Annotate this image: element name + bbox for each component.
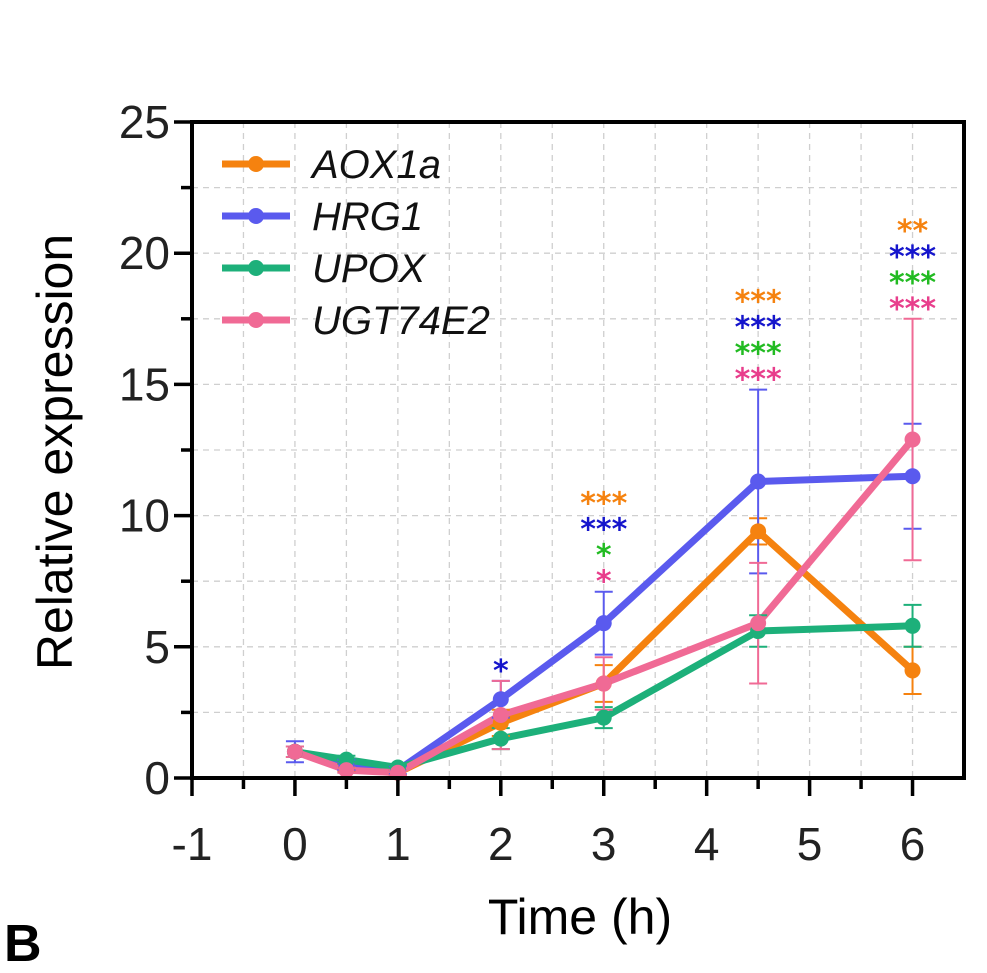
significance-star: *** <box>580 513 627 548</box>
x-tick-label: 2 <box>488 818 514 870</box>
y-tick-label: 25 <box>119 96 170 148</box>
y-axis-label: Relative expression <box>27 234 83 670</box>
legend-label-UPOX: UPOX <box>312 247 427 291</box>
legend-marker-UPOX <box>248 260 264 276</box>
x-tick-label: 0 <box>282 818 308 870</box>
y-tick-label: 0 <box>144 752 170 804</box>
data-point-HRG1 <box>750 473 767 490</box>
significance-star: *** <box>889 240 936 275</box>
x-tick-label: 3 <box>591 818 617 870</box>
x-tick-label: 5 <box>797 818 823 870</box>
data-point-UPOX <box>595 709 612 726</box>
legend-label-HRG1: HRG1 <box>312 195 423 239</box>
x-tick-label: 1 <box>385 818 411 870</box>
data-point-AOX1a <box>750 523 767 540</box>
data-point-UGT74E2 <box>338 762 355 779</box>
legend-marker-AOX1a <box>248 156 264 172</box>
significance-star: * <box>596 565 612 600</box>
data-point-UGT74E2 <box>492 707 509 724</box>
significance-star: * <box>596 539 612 574</box>
significance-star: *** <box>735 363 782 398</box>
y-tick-label: 15 <box>119 358 170 410</box>
significance-star: *** <box>735 337 782 372</box>
data-point-UPOX <box>492 730 509 747</box>
data-point-UGT74E2 <box>750 615 767 632</box>
x-tick-label: 6 <box>900 818 926 870</box>
significance-star: *** <box>735 311 782 346</box>
legend-label-AOX1a: AOX1a <box>310 143 441 187</box>
x-axis-label: Time (h) <box>488 889 672 945</box>
data-point-UPOX <box>904 617 921 634</box>
significance-star: *** <box>889 292 936 327</box>
data-point-HRG1 <box>595 615 612 632</box>
y-tick-label: 5 <box>144 621 170 673</box>
significance-star: * <box>493 654 509 689</box>
legend-label-UGT74E2: UGT74E2 <box>312 299 490 343</box>
legend: AOX1a HRG1 UPOX UGT74E2 <box>222 143 490 343</box>
data-point-HRG1 <box>904 468 921 485</box>
data-point-UGT74E2 <box>286 743 303 760</box>
significance-star: ** <box>897 214 929 249</box>
y-tick-label: 10 <box>119 490 170 542</box>
data-point-AOX1a <box>904 662 921 679</box>
panel-label: B <box>4 915 42 973</box>
legend-marker-HRG1 <box>248 208 264 224</box>
grid <box>192 122 964 778</box>
legend-marker-UGT74E2 <box>248 312 264 328</box>
significance-star: *** <box>889 266 936 301</box>
y-tick-label: 20 <box>119 227 170 279</box>
significance-annotations: ******************************** <box>493 214 936 689</box>
data-point-UGT74E2 <box>904 431 921 448</box>
data-point-HRG1 <box>492 691 509 708</box>
x-tick-label: 4 <box>694 818 720 870</box>
significance-star: *** <box>735 285 782 320</box>
data-point-UGT74E2 <box>595 675 612 692</box>
significance-star: *** <box>580 487 627 522</box>
x-tick-label: -1 <box>172 818 213 870</box>
series-layer <box>285 317 922 781</box>
